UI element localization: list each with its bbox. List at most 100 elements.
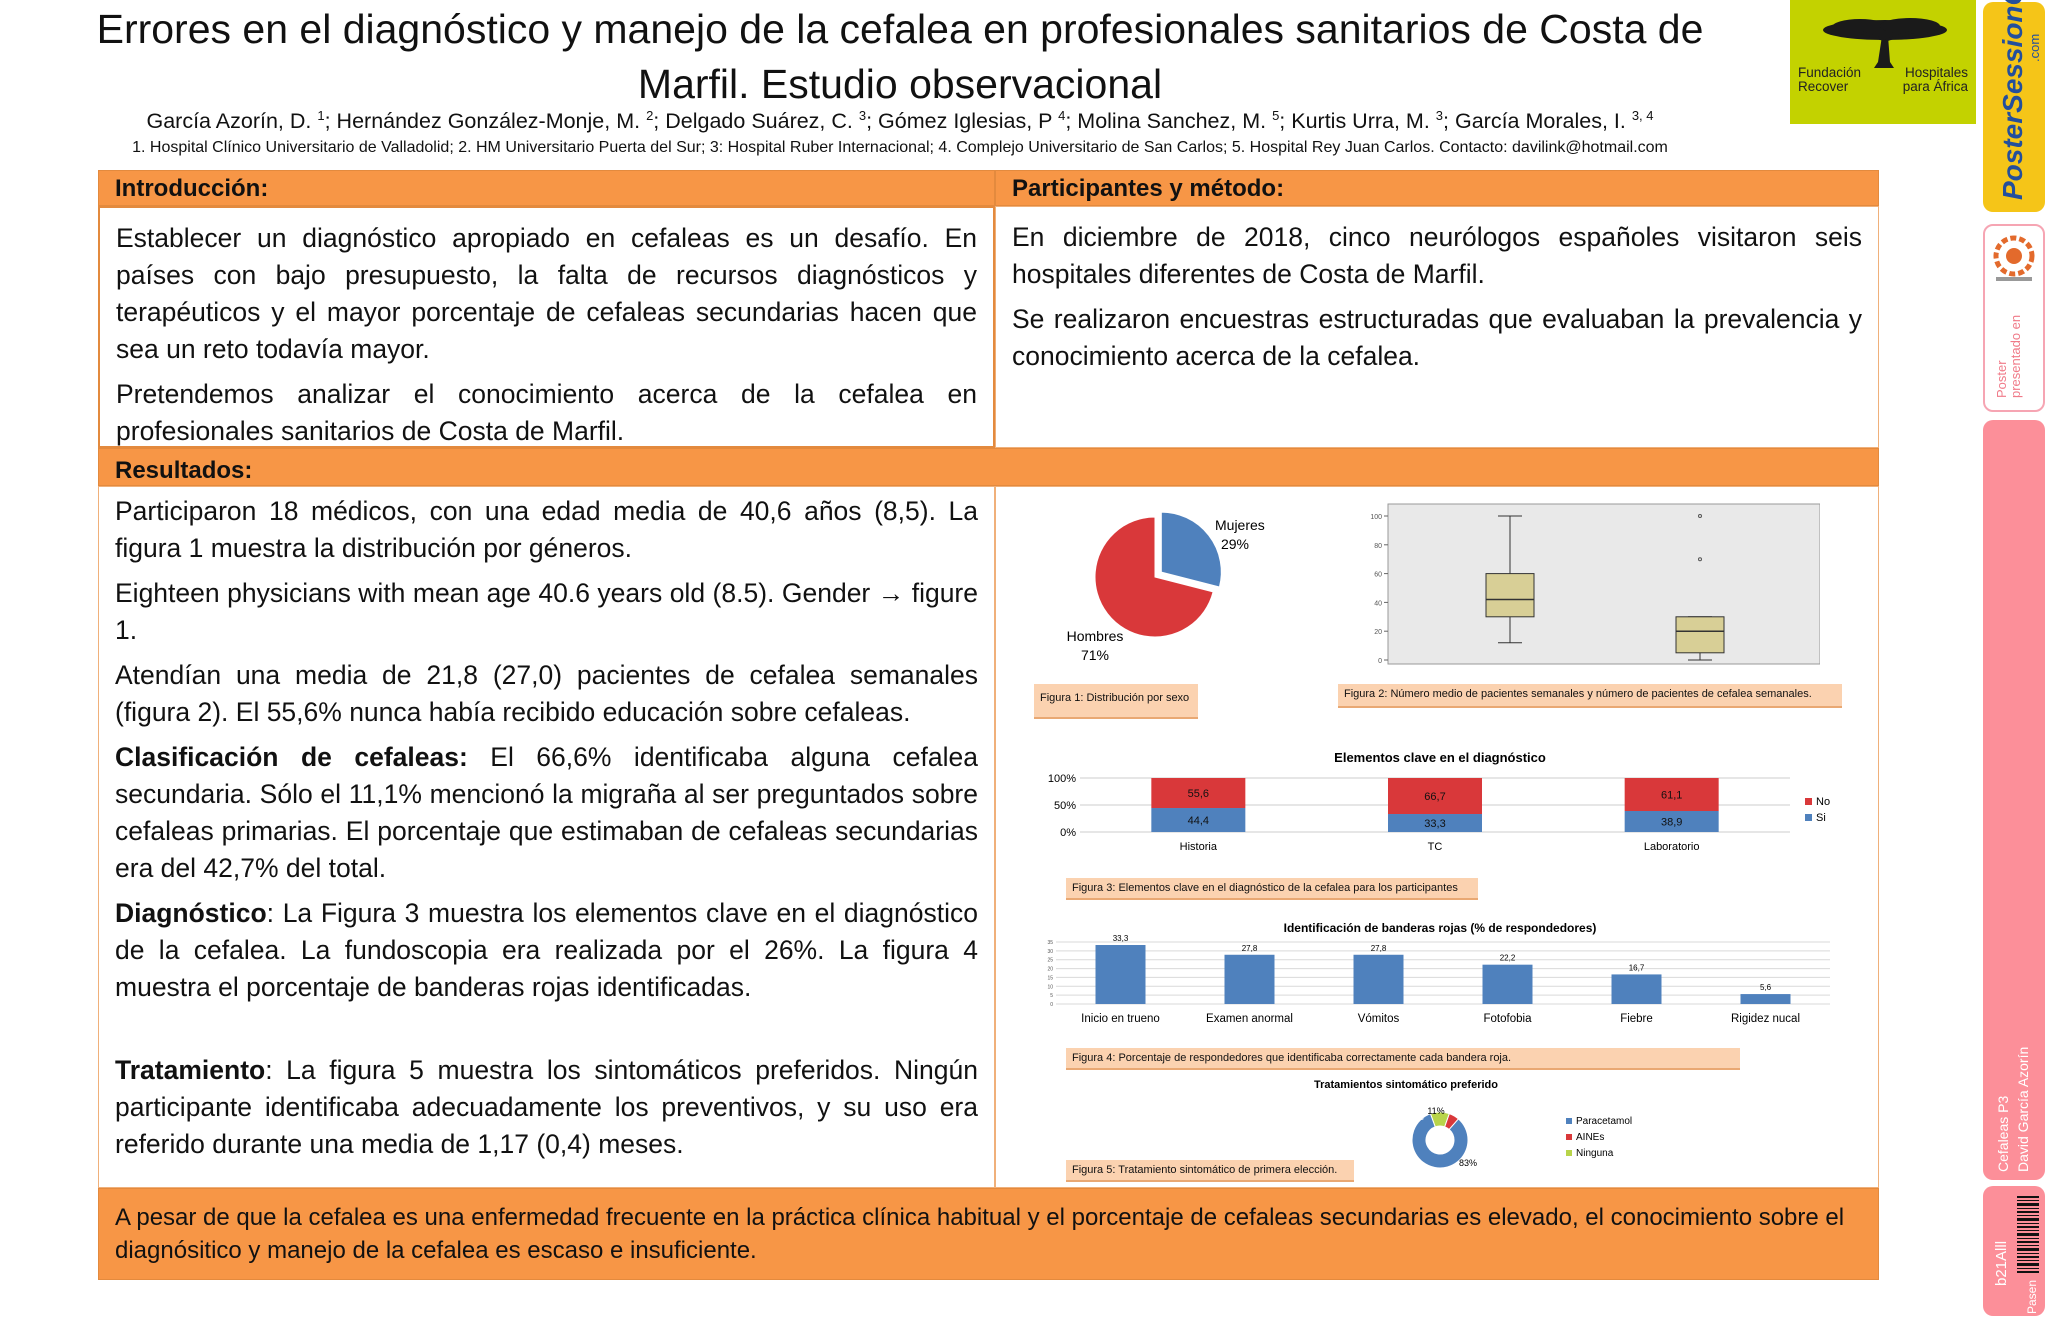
pie-label-hombres: Hombres [1067, 628, 1124, 644]
barcode-icon [2017, 1196, 2039, 1273]
intro-paragraph-2: Pretendemos analizar el conocimiento ace… [116, 379, 977, 446]
fig3-legend-swatch [1805, 814, 1812, 821]
pie-slice-hombres [1094, 516, 1214, 638]
fig3-data-label: 44,4 [1188, 815, 1209, 827]
presented-label: Poster presentado en [1994, 314, 2023, 398]
results-p6-bold: Tratamiento [115, 1055, 266, 1085]
fig4-y-tick-label: 10 [1047, 984, 1053, 990]
logo-text-right: Hospitales para África [1903, 66, 1968, 94]
fig4-category-label: Inicio en trueno [1081, 1013, 1160, 1025]
fig4-bar [1224, 954, 1275, 1004]
methods-heading-band: Participantes y método: [995, 170, 1879, 206]
foundation-logo: Fundación Recover Hospitales para África [1790, 0, 1976, 124]
boxplot-outlier [1698, 514, 1702, 518]
fig4-bar [1740, 994, 1791, 1004]
figure-1-pie-chart: Mujeres 29% Hombres 71% [1067, 511, 1265, 663]
figure-4-bar-chart: Identificación de banderas rojas (% de r… [1047, 921, 1830, 1025]
fig4-y-tick-label: 30 [1047, 949, 1053, 955]
fig4-y-tick-label: 15 [1047, 975, 1053, 981]
boxplot-y-tick-label: 100 [1370, 514, 1382, 521]
session-author: David García Azorín [2015, 1046, 2031, 1172]
fig5-legend-swatch [1566, 1118, 1572, 1124]
fig3-bar-no [1624, 778, 1719, 811]
fig3-y-tick-label: 0% [1060, 827, 1076, 839]
author-affiliation-number: 3 [1435, 108, 1444, 123]
author-name: García Morales, I. [1454, 109, 1632, 134]
fig3-data-label: 66,7 [1424, 791, 1445, 803]
fig3-y-tick-label: 50% [1054, 800, 1076, 812]
fig5-legend-label: Ninguna [1576, 1148, 1614, 1159]
pie-slice-mujeres [1160, 511, 1222, 588]
results-paragraph-1: Participaron 18 médicos, con una edad me… [115, 496, 978, 563]
figure-2-caption: Figura 2: Número medio de pacientes sema… [1338, 684, 1842, 708]
figure-5-title: Tratamientos sintomático preferido [1314, 1079, 1498, 1091]
code-tab[interactable]: b21Alll Pasen [1983, 1186, 2045, 1316]
logo-hospitales: Hospitales [1904, 65, 1968, 80]
boxplot-plot-area [1387, 503, 1820, 665]
fig4-y-tick-label: 5 [1050, 993, 1053, 999]
results-heading: Resultados: [115, 457, 253, 484]
fig3-category-label: Laboratorio [1644, 841, 1700, 853]
flag-label: Pasen [2025, 1279, 2039, 1314]
fig3-legend-swatch [1805, 798, 1812, 805]
author-list: García Azorín, D. 1; Hernández González-… [146, 108, 1654, 134]
fig5-legend-label: Paracetamol [1576, 1116, 1632, 1127]
congress-logo-icon [1993, 235, 2035, 281]
acacia-tree-icon [1823, 18, 1947, 68]
figure-5-caption: Figura 5: Tratamiento sintomático de pri… [1066, 1160, 1354, 1182]
session-tab: Cefaleas P3 David García Azorín [1983, 420, 2045, 1180]
logo-para-africa: para África [1902, 79, 1968, 94]
intro-paragraph-1: Establecer un diagnóstico apropiado en c… [116, 223, 977, 364]
author-name: Gómez Iglesias, P [878, 109, 1059, 134]
title-line-1: Errores en el diagnóstico y manejo de la… [96, 6, 1704, 52]
fig4-data-label: 27,8 [1242, 944, 1258, 953]
fig4-category-label: Examen anormal [1206, 1013, 1293, 1025]
methods-heading: Participantes y método: [1012, 175, 1285, 202]
author-name: García Azorín, D. [146, 109, 318, 134]
logo-recover: Recover [1798, 79, 1849, 94]
fig3-data-label: 33,3 [1424, 818, 1445, 830]
figure-3-caption: Figura 3: Elementos clave en el diagnóst… [1066, 878, 1478, 900]
fig3-category-label: TC [1428, 841, 1443, 853]
author-name: Molina Sanchez, M. [1077, 109, 1273, 134]
fig4-data-label: 5,6 [1760, 983, 1772, 992]
fig3-legend-label: No [1816, 796, 1830, 808]
results-paragraph-2: Eighteen physicians with mean age 40.6 y… [115, 578, 978, 645]
fig4-y-tick-label: 35 [1047, 940, 1053, 946]
fig4-category-label: Vómitos [1358, 1013, 1400, 1025]
donut-value-aines: 6% [1412, 1113, 1424, 1122]
session-name: Cefaleas P3 [1995, 1095, 2011, 1172]
fig4-data-label: 16,7 [1629, 963, 1645, 972]
fig5-legend-swatch [1566, 1150, 1572, 1156]
fig3-y-tick-label: 100% [1048, 773, 1076, 785]
figure-4-caption: Figura 4: Porcentaje de respondedores qu… [1066, 1048, 1740, 1070]
results-p4-bold: Clasificación de cefaleas: [115, 742, 468, 772]
affiliations: 1. Hospital Clínico Universitario de Val… [132, 139, 1668, 156]
boxplot-y-tick-label: 40 [1374, 600, 1382, 607]
logo-text-left: Fundación Recover [1798, 66, 1861, 94]
donut-value-paracetamol: 83% [1459, 1158, 1477, 1168]
results-p4-text: El 66,6% identificaba alguna cefalea sec… [115, 742, 978, 883]
fig3-bar-no [1151, 778, 1246, 809]
conclusion-band: A pesar de que la cefalea es una enferme… [98, 1188, 1879, 1280]
results-p5-bold: Diagnóstico [115, 898, 267, 928]
fig3-legend-label: Si [1816, 812, 1826, 824]
fig5-legend-label: AINEs [1576, 1132, 1604, 1143]
fig3-category-label: Historia [1180, 841, 1218, 853]
title-line-2: Marfil. Estudio observacional [637, 61, 1163, 107]
methods-paragraph-1: En diciembre de 2018, cinco neurólogos e… [1012, 222, 1862, 289]
results-paragraph-5: Diagnóstico: La Figura 3 muestra los ele… [115, 895, 978, 1006]
fig4-bar [1353, 954, 1404, 1004]
fig4-y-tick-label: 0 [1050, 1002, 1053, 1008]
brand-domain: .com [2027, 33, 2042, 62]
conclusion-text: A pesar de que la cefalea es una enferme… [115, 1204, 1845, 1264]
congress-tab[interactable]: Poster presentado en [1983, 224, 2045, 412]
pie-value-mujeres: 29% [1221, 536, 1249, 552]
logo-fundacion: Fundación [1798, 65, 1862, 80]
pie-label-mujeres: Mujeres [1215, 517, 1265, 533]
brand-tab[interactable]: PosterSessionOnline .com [1983, 0, 2045, 212]
boxplot-y-tick-label: 0 [1378, 658, 1382, 665]
figure-1-caption: Figura 1: Distribución por sexo [1034, 684, 1198, 719]
author-name: Hernández González-Monje, M. [336, 109, 647, 134]
results-paragraph-3: Atendían una media de 21,8 (27,0) pacien… [115, 660, 978, 727]
